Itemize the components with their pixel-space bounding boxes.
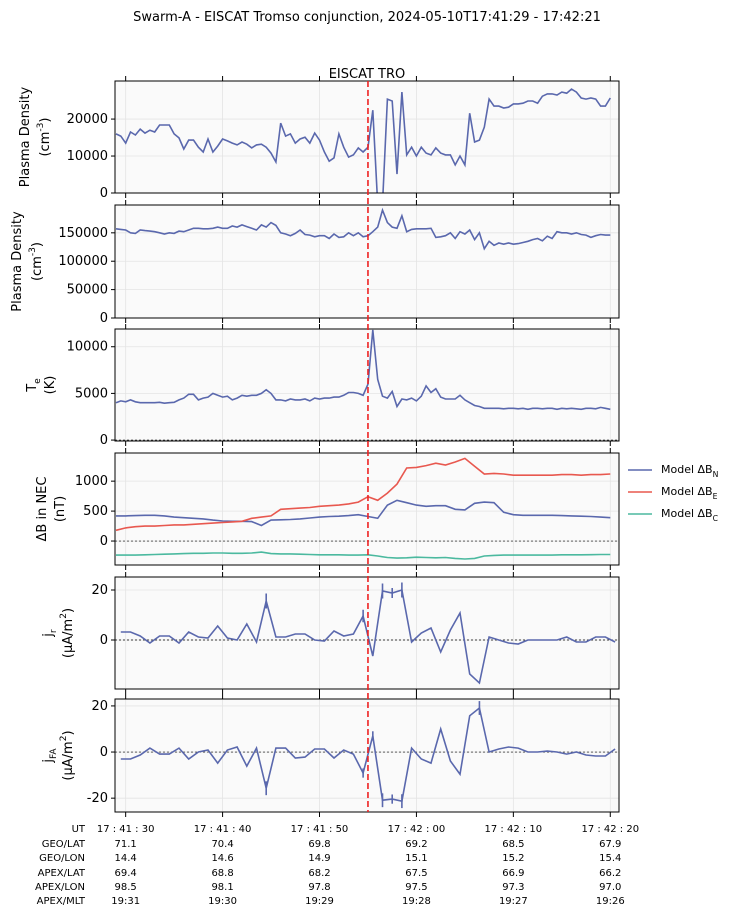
y-tick-label: 1000 xyxy=(75,474,108,489)
data-line xyxy=(115,329,611,411)
y-axis-label: (μA/m2) xyxy=(59,608,76,658)
legend-label: Model ΔBN xyxy=(661,463,718,479)
footer-cell: 17 : 41 : 50 xyxy=(291,824,349,835)
footer-row-label: APEX/MLT xyxy=(37,896,86,907)
footer-cell: 68.8 xyxy=(211,868,233,879)
footer-row-label: GEO/LON xyxy=(39,853,85,864)
footer-cell: 17 : 42 : 00 xyxy=(388,824,446,835)
y-tick-label: 10000 xyxy=(67,339,108,354)
y-axis-label: ΔB in NEC xyxy=(35,477,50,542)
footer-cell: 67.5 xyxy=(405,868,427,879)
y-tick-label: 0 xyxy=(100,186,108,201)
footer-cell: 66.9 xyxy=(502,868,524,879)
y-tick-label: 100000 xyxy=(58,254,108,269)
plot-area xyxy=(115,453,619,565)
footer-cell: 14.6 xyxy=(211,853,233,864)
plot-frame xyxy=(114,328,620,442)
plot-frame xyxy=(114,576,620,690)
footer-cell: 17 : 41 : 40 xyxy=(194,824,252,835)
plot-frame xyxy=(114,80,620,194)
legend-label: Model ΔBE xyxy=(661,485,718,501)
y-axis-label: Plasma Density xyxy=(18,87,33,188)
plot-frame xyxy=(114,698,620,813)
y-axis-label: jFA xyxy=(41,748,59,764)
y-axis-label: (cm-3) xyxy=(36,117,53,156)
footer-cell: 97.8 xyxy=(308,882,330,893)
data-line xyxy=(115,88,611,193)
y-tick-label: 0 xyxy=(100,433,108,448)
footer-row-label: APEX/LAT xyxy=(38,868,86,879)
footer-cell: 68.2 xyxy=(308,868,330,879)
y-tick-label: 500 xyxy=(83,504,108,519)
plot-frame xyxy=(114,452,620,566)
footer-cell: 68.5 xyxy=(502,839,524,850)
series-group xyxy=(115,457,611,560)
y-tick-label: 50000 xyxy=(67,282,108,297)
footer-row-label: APEX/LON xyxy=(35,882,85,893)
footer-cell: 66.2 xyxy=(599,868,621,879)
footer-cell: 97.3 xyxy=(502,882,524,893)
footer-cell: 19:27 xyxy=(499,896,528,907)
y-axis-label: Plasma Density xyxy=(10,211,25,312)
y-tick-label: 0 xyxy=(100,745,108,760)
y-tick-label: 150000 xyxy=(58,225,108,240)
footer-cell: 19:28 xyxy=(402,896,431,907)
y-axis-label: jr xyxy=(41,629,59,638)
footer-cell: 69.2 xyxy=(405,839,427,850)
series-group xyxy=(115,329,611,411)
y-axis-label: Te xyxy=(25,378,43,393)
footer-cell: 98.5 xyxy=(115,882,137,893)
y-axis-label: (nT) xyxy=(53,496,68,522)
footer-cell: 14.9 xyxy=(308,853,330,864)
footer-cell: 17 : 42 : 10 xyxy=(485,824,543,835)
footer-cell: 19:30 xyxy=(208,896,237,907)
series-group xyxy=(115,88,611,193)
footer-row-label: UT xyxy=(72,824,86,835)
panel-title: EISCAT TRO xyxy=(329,67,406,82)
data-line xyxy=(115,207,611,251)
plot-area xyxy=(115,81,619,193)
y-axis-label: (cm-3) xyxy=(28,242,45,281)
footer-cell: 15.4 xyxy=(599,853,621,864)
plot-frame xyxy=(114,204,620,319)
footer-cell: 19:31 xyxy=(111,896,140,907)
y-tick-label: 5000 xyxy=(75,386,108,401)
y-tick-label: 20000 xyxy=(67,112,108,127)
footer-cell: 14.4 xyxy=(115,853,137,864)
footer-cell: 15.2 xyxy=(502,853,524,864)
y-tick-label: 20 xyxy=(91,583,108,598)
data-line xyxy=(115,457,611,532)
footer-cell: 69.8 xyxy=(308,839,330,850)
y-axis-label: (K) xyxy=(43,376,58,395)
y-tick-label: 10000 xyxy=(67,149,108,164)
y-tick-label: 0 xyxy=(100,311,108,326)
footer-cell: 15.1 xyxy=(405,853,427,864)
legend-label: Model ΔBC xyxy=(661,507,718,523)
figure-title: Swarm-A - EISCAT Tromso conjunction, 202… xyxy=(133,10,601,25)
footer-cell: 97.0 xyxy=(599,882,621,893)
y-axis-label: (μA/m2) xyxy=(59,730,76,780)
footer-cell: 17 : 42 : 20 xyxy=(581,824,639,835)
footer-cell: 19:29 xyxy=(305,896,334,907)
y-tick-label: 0 xyxy=(100,633,108,648)
footer-cell: 19:26 xyxy=(596,896,625,907)
y-tick-label: 0 xyxy=(100,534,108,549)
y-tick-label: -20 xyxy=(87,791,108,806)
data-line xyxy=(116,551,611,560)
footer-cell: 70.4 xyxy=(211,839,233,850)
data-line xyxy=(120,706,616,803)
series-group xyxy=(115,207,611,251)
y-tick-label: 20 xyxy=(91,698,108,713)
series-group xyxy=(120,701,616,809)
footer-cell: 98.1 xyxy=(211,882,233,893)
footer-cell: 67.9 xyxy=(599,839,621,850)
footer-cell: 71.1 xyxy=(115,839,137,850)
data-line xyxy=(116,499,611,527)
footer-row-label: GEO/LAT xyxy=(42,839,86,850)
footer-cell: 17 : 41 : 30 xyxy=(97,824,155,835)
footer-cell: 69.4 xyxy=(115,868,137,879)
footer-cell: 97.5 xyxy=(405,882,427,893)
